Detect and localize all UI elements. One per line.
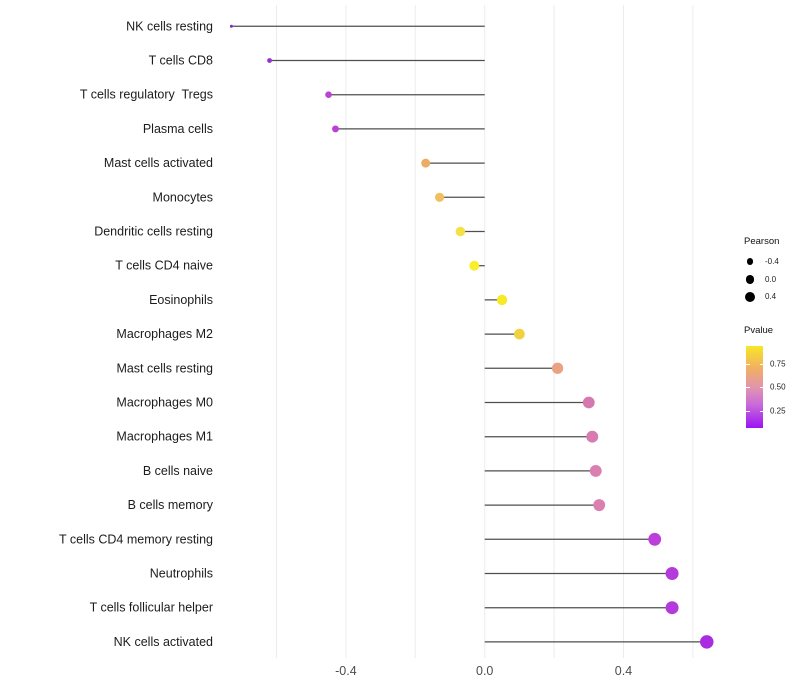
legend-pvalue-title: Pvalue — [744, 325, 774, 336]
lollipop-dot — [421, 158, 431, 168]
category-label: T cells CD4 memory resting — [59, 532, 213, 546]
colorbar-label: 0.25 — [770, 406, 786, 415]
legend-size-dot — [745, 274, 755, 284]
colorbar-tick — [746, 387, 750, 388]
category-label: Macrophages M2 — [116, 327, 213, 341]
legend-pvalue: Pvalue 0.75 0.50 0.25 — [744, 325, 800, 434]
category-label: Mast cells activated — [104, 156, 213, 170]
pvalue-colorbar-wrap: 0.75 0.50 0.25 — [744, 342, 800, 434]
lollipop-dot — [514, 328, 525, 340]
legend-size-dot — [744, 291, 756, 302]
colorbar-tick — [759, 387, 763, 388]
category-label: Neutrophils — [150, 567, 213, 581]
lollipop-dot — [665, 601, 679, 615]
category-label: NK cells resting — [126, 19, 213, 33]
lollipop-dot — [434, 192, 445, 202]
category-label: Eosinophils — [149, 293, 213, 307]
colorbar-label: 0.75 — [770, 359, 786, 369]
colorbar-tick — [746, 410, 750, 412]
legend-size-row: 0.0 — [744, 271, 779, 289]
colorbar-label: 0.50 — [770, 382, 786, 392]
legend-pearson: Pearson -0.4 0.0 0.4 — [744, 236, 779, 306]
colorbar-tick — [759, 410, 763, 412]
lollipop-dot — [332, 125, 339, 133]
legend-size-label: 0.0 — [765, 274, 777, 284]
legend-pearson-title: Pearson — [744, 236, 780, 247]
category-label: T cells regulatory Tregs — [80, 88, 213, 102]
legend-size-label: 0.4 — [765, 292, 777, 302]
category-label: Plasma cells — [143, 122, 213, 136]
lollipop-dot — [229, 24, 233, 28]
lollipop-dot — [582, 396, 595, 409]
lollipop-dot — [648, 532, 662, 546]
category-label: T cells CD4 naive — [115, 259, 213, 273]
x-tick-label: 0.0 — [476, 664, 493, 678]
x-tick-label: 0.4 — [615, 664, 632, 678]
category-label: Monocytes — [153, 190, 213, 204]
lollipop-dot — [700, 635, 714, 649]
x-tick-label: -0.4 — [335, 664, 357, 678]
colorbar-tick — [746, 364, 750, 365]
legend-size-row: -0.4 — [744, 253, 779, 271]
lollipop-dot — [455, 226, 466, 237]
category-label: Macrophages M1 — [116, 430, 213, 444]
pvalue-colorbar-gradient — [746, 346, 763, 428]
lollipop-dot — [469, 260, 480, 271]
lollipop-dot — [496, 294, 508, 306]
category-label: Dendritic cells resting — [94, 225, 213, 239]
lollipop-dot — [325, 91, 332, 99]
category-label: Mast cells resting — [116, 361, 213, 375]
category-label: B cells naive — [143, 464, 213, 478]
lollipop-dot — [589, 464, 602, 477]
category-label: T cells CD8 — [149, 54, 213, 68]
category-label: B cells memory — [128, 498, 214, 512]
lollipop-dot — [593, 499, 606, 512]
lollipop-dot — [551, 362, 564, 374]
legend-size-row: 0.4 — [744, 288, 779, 306]
legend-size-label: -0.4 — [765, 257, 779, 267]
lollipop-dot — [665, 566, 679, 581]
legend-size-dot — [746, 258, 754, 266]
category-label: NK cells activated — [114, 635, 213, 649]
category-label: Macrophages M0 — [116, 396, 213, 410]
lollipop-dot — [267, 58, 272, 63]
category-label: T cells follicular helper — [90, 601, 213, 615]
lollipop-dot — [586, 430, 599, 443]
legend-pearson-entries: -0.4 0.0 0.4 — [744, 253, 779, 306]
colorbar-tick — [759, 364, 763, 365]
